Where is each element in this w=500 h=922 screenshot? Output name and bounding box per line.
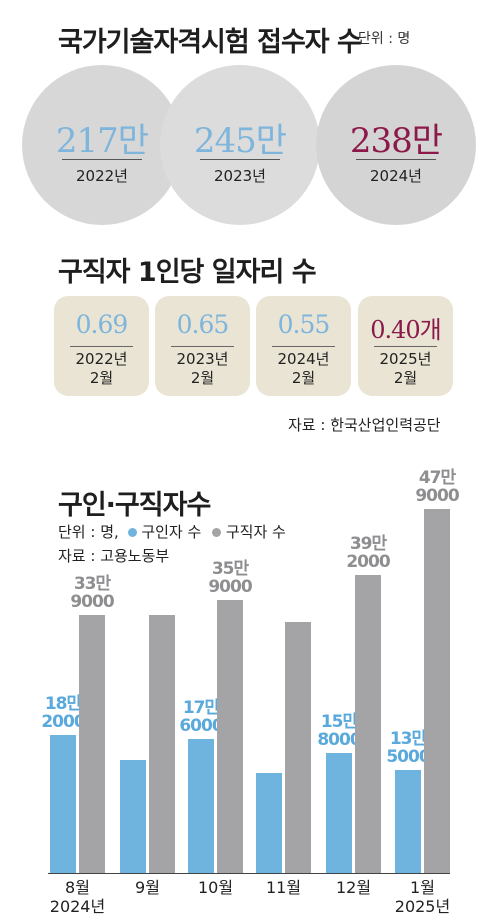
job-offers-bar: [326, 753, 352, 873]
x-axis-tick-label: 10월: [197, 878, 234, 897]
exam-count-value: 245만: [193, 121, 287, 161]
job-offers-value-label: 15만 8000: [317, 712, 361, 750]
job-seekers-bar: [285, 622, 311, 873]
ratio-card: 0.65 2023년 2월: [155, 296, 250, 396]
job-offers-value-label: 18만 2000: [41, 694, 85, 732]
exam-divider: [200, 159, 280, 160]
job-seekers-bar: [217, 600, 243, 873]
source-moel: 자료 : 고용노동부: [58, 547, 170, 565]
x-axis-tick-label: 8월 2024년: [49, 878, 106, 916]
legend-label-job-offers: 구인자 수: [141, 523, 202, 541]
job-offers-bar: [395, 770, 421, 873]
source-hrdk: 자료 : 한국산업인력공단: [288, 416, 441, 434]
job-offers-bar: [188, 739, 214, 873]
job-offers-value-label: 17만 6000: [179, 698, 223, 736]
ratio-card: 0.69 2022년 2월: [54, 296, 149, 396]
ratio-period-label: 2024년 2월: [277, 350, 330, 387]
job-seekers-bar: [79, 615, 105, 873]
ratio-card: 0.40개 2025년 2월: [358, 296, 453, 396]
job-offers-value-label: 13만 5000: [386, 729, 430, 767]
x-axis-tick-label: 9월: [135, 878, 160, 897]
ratio-value: 0.55: [277, 310, 331, 339]
ratio-value: 0.69: [75, 310, 129, 339]
job-offers-bar: [120, 760, 146, 873]
job-offers-bar: [256, 773, 282, 873]
exam-count-value: 238만: [349, 121, 443, 161]
ratio-value: 0.40개: [370, 316, 442, 344]
ratio-divider: [272, 346, 335, 347]
ratio-divider: [70, 346, 133, 347]
exam-divider: [356, 159, 436, 160]
legend-dot-job-offers: [127, 528, 137, 537]
exam-unit-label: 단위 : 명: [358, 31, 411, 47]
chart-legend: 단위 : 명, 구인자 수 구직자 수: [58, 521, 286, 542]
ratio-card: 0.55 2024년 2월: [256, 296, 351, 396]
job-offers-bar: [50, 735, 76, 873]
job-seekers-bar: [424, 509, 450, 873]
ratio-period-label: 2022년 2월: [75, 350, 128, 387]
job-seekers-value-label: 47만 9000: [415, 468, 459, 506]
exam-applicants-title: 국가기술자격시험 접수자 수: [58, 27, 362, 58]
exam-year-label: 2024년: [370, 167, 422, 185]
jobs-per-seeker-title: 구직자 1인당 일자리 수: [58, 257, 317, 288]
unit-label: 단위 : 명,: [58, 523, 119, 541]
x-axis-line: [48, 873, 450, 874]
exam-circle: 238만 2024년: [316, 65, 476, 225]
x-axis-tick-label: 12월: [335, 878, 372, 897]
chart-title: 구인·구직자수: [58, 490, 211, 521]
ratio-period-label: 2025년 2월: [379, 350, 432, 387]
x-axis-tick-label: 11월: [265, 878, 302, 897]
job-seekers-value-label: 35만 9000: [208, 559, 252, 597]
legend-label-job-seekers: 구직자 수: [225, 523, 286, 541]
ratio-divider: [374, 346, 437, 347]
legend-dot-job-seekers: [212, 528, 222, 537]
exam-circle: 217만 2022년: [22, 65, 182, 225]
exam-year-label: 2022년: [76, 167, 128, 185]
job-seekers-value-label: 39만 2000: [346, 534, 390, 572]
exam-year-label: 2023년: [214, 167, 266, 185]
exam-circle: 245만 2023년: [160, 65, 320, 225]
ratio-period-label: 2023년 2월: [176, 350, 229, 387]
job-seekers-bar: [149, 615, 175, 873]
job-seekers-value-label: 33만 9000: [70, 574, 114, 612]
x-axis-tick-label: 1월 2025년: [394, 878, 451, 916]
exam-divider: [62, 159, 142, 160]
exam-count-value: 217만: [55, 121, 149, 161]
ratio-value: 0.65: [176, 310, 230, 339]
job-seekers-bar: [355, 575, 381, 873]
ratio-divider: [171, 346, 234, 347]
